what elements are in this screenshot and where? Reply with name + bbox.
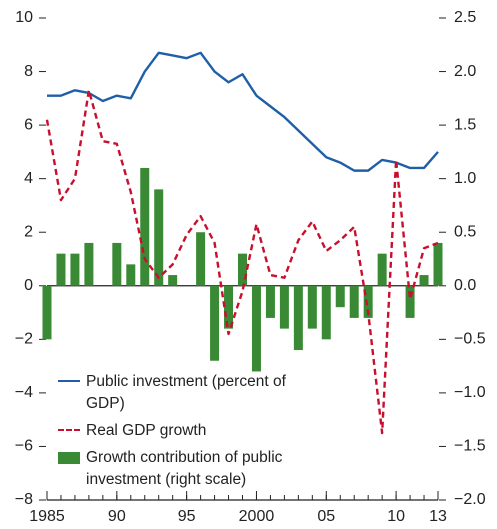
bar xyxy=(168,275,178,286)
bar xyxy=(265,285,275,318)
bar xyxy=(377,253,387,286)
bar xyxy=(349,285,359,318)
bar xyxy=(307,285,317,329)
y-tick-label: 4 xyxy=(24,170,33,187)
bar xyxy=(363,285,373,318)
x-tick-label: 2000 xyxy=(239,508,275,525)
bar xyxy=(224,285,234,329)
y2-tick-label: −0.5 xyxy=(454,331,486,348)
y2-tick-label: 2.0 xyxy=(454,63,476,80)
bar xyxy=(405,285,415,318)
bar xyxy=(112,242,122,286)
bar xyxy=(56,253,66,286)
y2-tick-label: −2.0 xyxy=(454,491,486,508)
bar xyxy=(42,285,52,340)
y-tick-label: −6 xyxy=(15,438,33,455)
y-tick-label: 6 xyxy=(24,116,33,133)
bar xyxy=(210,285,220,361)
x-tick-label: 10 xyxy=(387,508,405,525)
y2-tick-label: 0.0 xyxy=(454,277,476,294)
y2-tick-label: 0.5 xyxy=(454,223,476,240)
bar xyxy=(419,275,429,286)
y-tick-label: 10 xyxy=(15,9,33,26)
x-tick-label: 05 xyxy=(317,508,335,525)
y2-tick-label: 1.0 xyxy=(454,170,476,187)
bar xyxy=(293,285,303,351)
legend-swatch xyxy=(58,380,80,382)
bar xyxy=(238,253,247,286)
bar xyxy=(335,285,345,308)
bar xyxy=(279,285,289,329)
legend-item: Real GDP growth xyxy=(58,420,316,442)
y-tick-label: 2 xyxy=(24,223,33,240)
bar xyxy=(433,242,443,286)
y2-tick-label: −1.5 xyxy=(454,438,486,455)
legend: Public investment (percent of GDP) Real G… xyxy=(58,371,316,496)
legend-swatch xyxy=(58,429,80,431)
bar xyxy=(70,253,80,286)
x-tick-label: 95 xyxy=(178,508,196,525)
bar xyxy=(126,264,136,286)
y2-tick-label: 2.5 xyxy=(454,9,476,26)
y-tick-label: −2 xyxy=(15,331,33,348)
line xyxy=(47,51,439,172)
bar xyxy=(196,232,206,286)
bar xyxy=(140,167,150,286)
bar xyxy=(154,189,164,286)
y2-tick-label: −1.0 xyxy=(454,384,486,401)
y-tick-label: −4 xyxy=(15,384,33,401)
line xyxy=(45,89,439,435)
legend-item: Public investment (percent of GDP) xyxy=(58,371,316,415)
bar xyxy=(321,285,331,340)
bar xyxy=(251,285,261,372)
x-tick-label: 1985 xyxy=(29,508,65,525)
bar xyxy=(84,242,94,286)
legend-label: Growth contribution of public investment… xyxy=(86,449,283,488)
x-tick-label: 90 xyxy=(108,508,126,525)
x-tick-label: 13 xyxy=(429,508,447,525)
legend-item: Growth contribution of public investment… xyxy=(58,447,316,491)
legend-label: Real GDP growth xyxy=(86,422,207,439)
y-tick-label: 8 xyxy=(24,63,33,80)
y-tick-label: −8 xyxy=(15,491,33,508)
y-tick-label: 0 xyxy=(24,277,33,294)
legend-swatch xyxy=(58,452,80,464)
y2-tick-label: 1.5 xyxy=(454,116,476,133)
legend-label: Public investment (percent of GDP) xyxy=(86,373,286,412)
